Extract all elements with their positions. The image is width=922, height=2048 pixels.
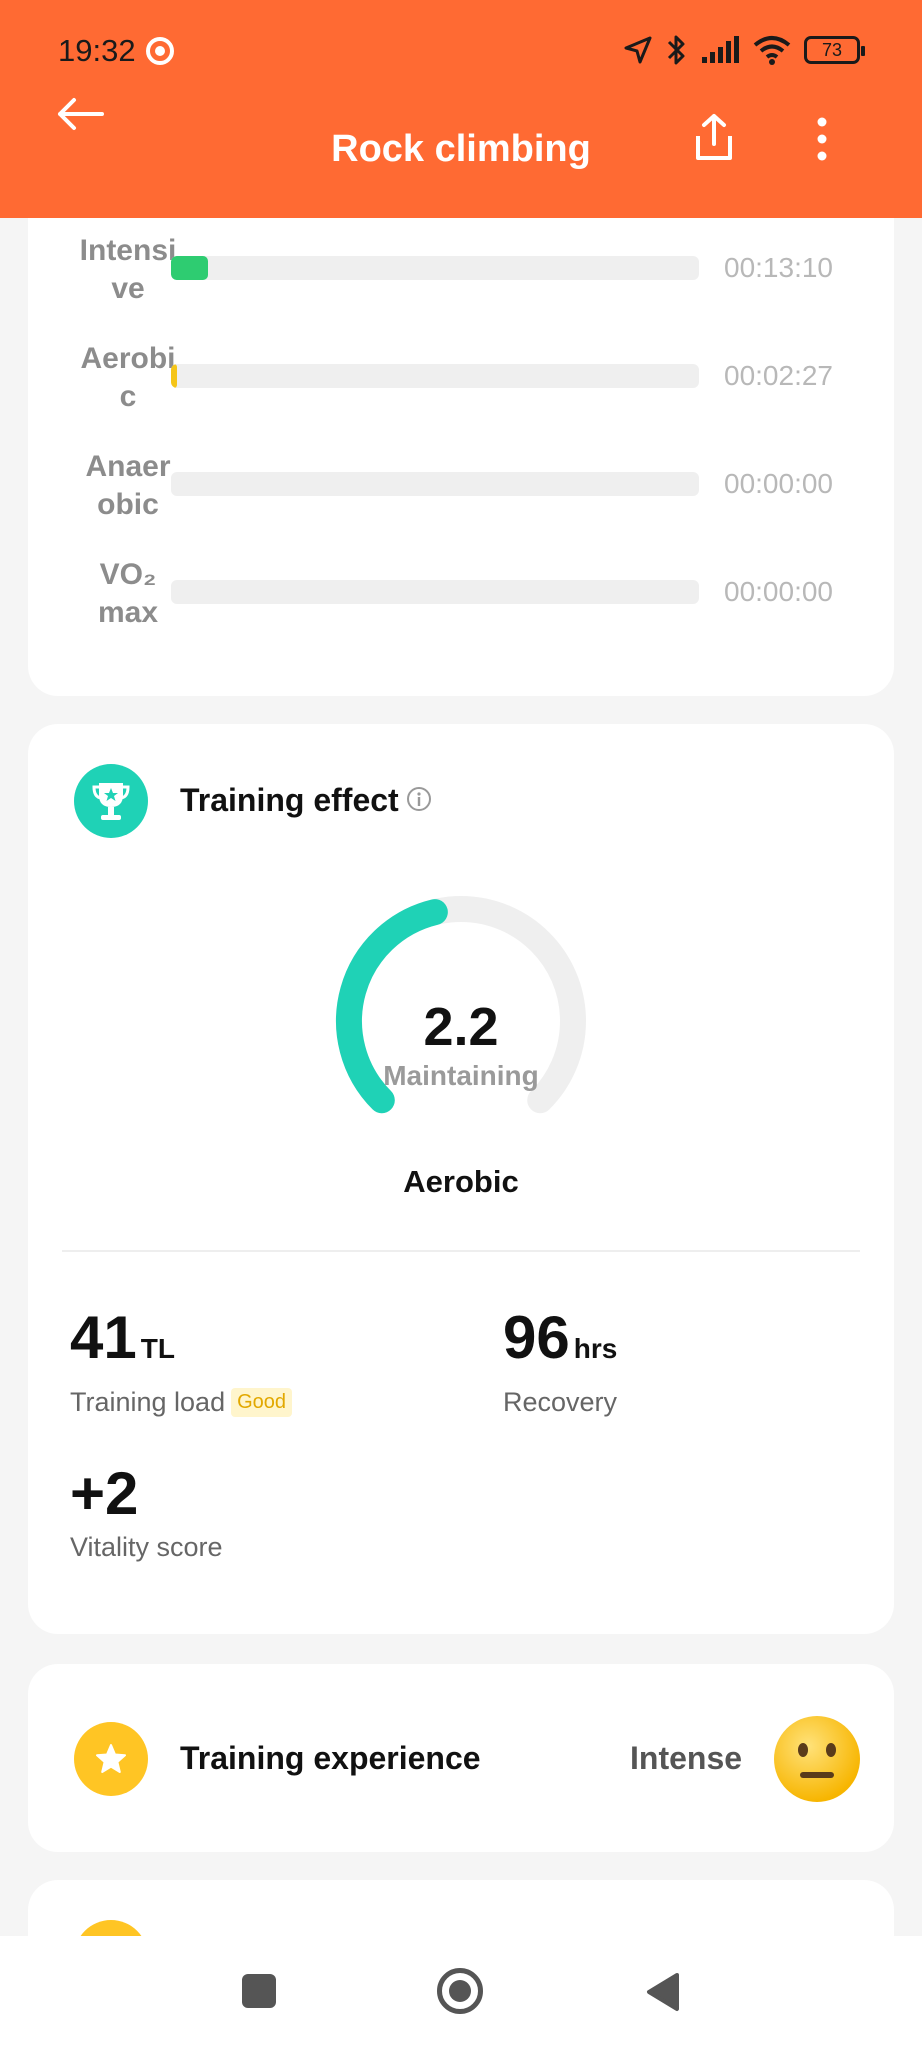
recovery-value: 96 (503, 1304, 570, 1371)
heart-rate-zones-card: Intensive 00:13:10 Aerobic 00:02:27 Anae… (28, 170, 894, 696)
training-load-value: 41 (70, 1304, 137, 1371)
zone-row-vo2max: VO₂ max 00:00:00 (28, 540, 894, 648)
recovery-metric: 96 hrs Recovery (503, 1306, 617, 1418)
training-effect-gauge (335, 896, 586, 1114)
status-badge: Good (231, 1388, 293, 1417)
training-effect-state: Maintaining (383, 1060, 539, 1091)
battery-level: 73 (821, 39, 843, 60)
zone-label: Intensive (56, 216, 200, 324)
wifi-icon (753, 36, 791, 65)
vitality-label: Vitality score (70, 1532, 223, 1562)
zone-duration: 00:00:00 (724, 576, 833, 607)
neutral-face-emoji-icon (774, 1716, 860, 1802)
training-effect-zone: Aerobic (403, 1164, 519, 1199)
training-load-metric: 41 TL Training load Good (70, 1306, 293, 1418)
battery-icon: 73 (804, 36, 865, 64)
zone-duration: 00:00:00 (724, 468, 833, 499)
star-icon (74, 1722, 148, 1796)
zone-label: Anaerobic (56, 432, 200, 540)
vitality-metric: +2 Vitality score (70, 1462, 223, 1563)
metric-label: Training load Good (70, 1387, 293, 1418)
zone-duration: 00:02:27 (724, 360, 833, 391)
record-indicator-icon (146, 37, 174, 65)
zone-label: VO₂ max (56, 540, 200, 648)
zone-bar-track (171, 580, 699, 604)
training-experience-value: Intense (630, 1740, 743, 1776)
training-effect-value: 2.2 (423, 997, 499, 1057)
training-experience-title: Training experience (180, 1740, 481, 1776)
zone-row-anaerobic: Anaerobic 00:00:00 (28, 432, 894, 540)
trophy-icon (74, 764, 148, 838)
zone-label-text: Anaerobic (85, 450, 171, 521)
more-options-icon[interactable] (808, 114, 836, 164)
zone-label-text: VO₂ max (97, 558, 159, 629)
divider (62, 1250, 860, 1252)
metric-value: 41 TL (70, 1306, 292, 1381)
location-arrow-icon (624, 36, 652, 64)
metric-value: +2 (70, 1460, 139, 1527)
star-glyph (96, 1744, 126, 1773)
app-header: 19:32 73 (0, 0, 922, 218)
zone-bar-fill (171, 364, 178, 388)
system-navigation-bar (0, 1936, 922, 2048)
training-load-label: Training load (70, 1387, 226, 1417)
training-experience-card[interactable]: Training experience Intense (28, 1664, 894, 1852)
share-icon[interactable] (690, 112, 738, 164)
back-arrow-icon[interactable] (52, 92, 108, 136)
training-effect-card: Training effect 2.2 Maintaining Aerobic … (28, 724, 894, 1634)
gauge-progress (335, 899, 448, 1114)
signal-icon (702, 36, 739, 63)
status-bar: 19:32 73 (0, 0, 922, 100)
recovery-unit: hrs (573, 1333, 618, 1364)
back-triangle-icon[interactable] (644, 1972, 680, 2012)
zone-row-intensive: Intensive 00:13:10 (28, 216, 894, 324)
training-load-unit: TL (140, 1333, 175, 1364)
trophy-glyph (92, 783, 130, 820)
training-effect-title: Training effect (180, 782, 399, 818)
zone-row-aerobic: Aerobic 00:02:27 (28, 324, 894, 432)
zone-label-text: Aerobic (80, 342, 176, 413)
recovery-label: Recovery (503, 1387, 618, 1417)
page-title: Rock climbing (331, 128, 591, 170)
metric-label: Recovery (503, 1387, 617, 1418)
status-time: 19:32 (58, 33, 136, 68)
zone-bar-track (171, 256, 699, 280)
info-icon[interactable] (406, 786, 432, 812)
status-icons: 73 (622, 30, 865, 70)
recents-button[interactable] (242, 1974, 276, 2008)
zone-bar-fill (171, 256, 208, 280)
metric-value: 96 hrs (503, 1306, 617, 1381)
zone-duration: 00:13:10 (724, 252, 833, 283)
zone-label: Aerobic (56, 324, 200, 432)
metric-label: Vitality score (70, 1532, 223, 1563)
home-button[interactable] (437, 1968, 483, 2014)
bluetooth-icon (667, 35, 685, 65)
zone-bar-track (171, 364, 699, 388)
zone-bar-track (171, 472, 699, 496)
zone-label-text: Intensive (79, 234, 177, 305)
